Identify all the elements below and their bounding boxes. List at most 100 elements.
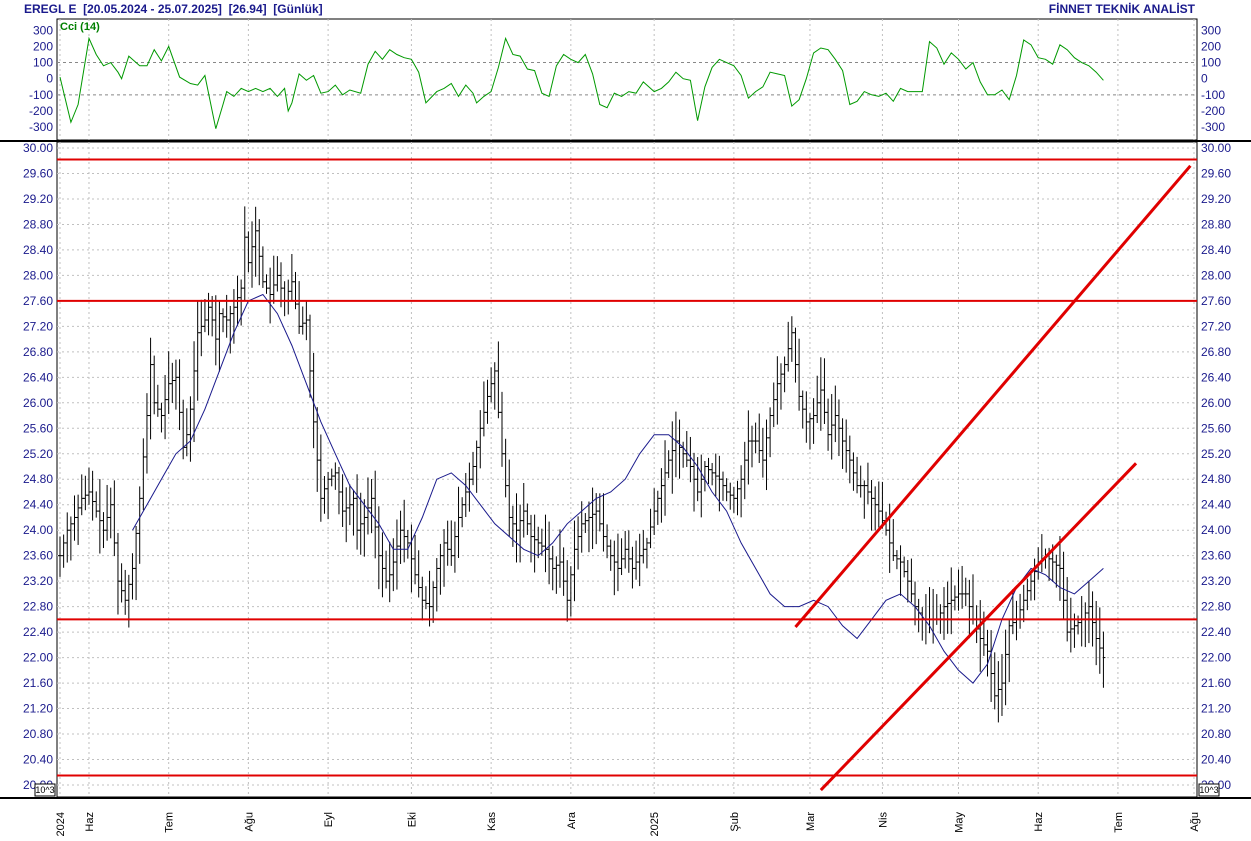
cci-tick-left: 0 xyxy=(46,72,53,86)
cci-tick-left: 100 xyxy=(33,56,53,70)
y-tick-label-left: 22.00 xyxy=(23,651,53,665)
y-tick-label-right: 24.40 xyxy=(1201,498,1231,512)
y-tick-label-left: 26.40 xyxy=(23,370,53,384)
y-tick-label-right: 27.60 xyxy=(1201,294,1231,308)
y-tick-label-right: 30.00 xyxy=(1201,141,1231,155)
y-tick-label-right: 22.00 xyxy=(1201,651,1231,665)
y-tick-label-right: 21.60 xyxy=(1201,676,1231,690)
y-tick-label-left: 22.80 xyxy=(23,600,53,614)
x-tick-label: Haz xyxy=(1033,812,1045,832)
cci-tick-right: 100 xyxy=(1201,56,1221,70)
y-tick-label-left: 23.60 xyxy=(23,549,53,563)
y-tick-label-right: 26.40 xyxy=(1201,370,1231,384)
y-tick-label-left: 21.60 xyxy=(23,676,53,690)
y-tick-label-left: 24.80 xyxy=(23,472,53,486)
x-tick-label: Eki xyxy=(406,812,418,827)
exponent-box xyxy=(34,783,56,797)
cci-line xyxy=(59,36,1104,129)
exponent-label: 10^3 xyxy=(35,785,54,795)
y-tick-label-right: 28.00 xyxy=(1201,268,1231,282)
grid-lines xyxy=(57,19,1197,797)
x-tick-label: Ara xyxy=(566,811,578,829)
cci-tick-right: -100 xyxy=(1201,88,1225,102)
y-tick-label-right: 23.20 xyxy=(1201,574,1231,588)
y-tick-label-left: 29.60 xyxy=(23,166,53,180)
y-tick-label-right: 29.20 xyxy=(1201,192,1231,206)
x-tick-label: Mar xyxy=(805,812,817,831)
y-tick-label-right: 20.40 xyxy=(1201,753,1231,767)
y-tick-label-left: 28.40 xyxy=(23,243,53,257)
x-tick-label: May xyxy=(954,812,966,833)
y-tick-label-right: 28.80 xyxy=(1201,217,1231,231)
axis-labels: 2024 Haz Tem Ağu Eyl Eki Kas Ara 2025 Şub Mar Nis Ma… xyxy=(23,23,1231,836)
cci-tick-right: 0 xyxy=(1201,72,1208,86)
y-tick-label-left: 30.00 xyxy=(23,141,53,155)
cci-label: Cci (14) xyxy=(60,21,100,33)
y-tick-label-right: 29.60 xyxy=(1201,166,1231,180)
cci-tick-right: 200 xyxy=(1201,39,1221,53)
y-tick-label-right: 26.80 xyxy=(1201,345,1231,359)
x-tick-label: Haz xyxy=(84,812,96,832)
y-tick-label-left: 29.20 xyxy=(23,192,53,206)
y-tick-label-left: 26.80 xyxy=(23,345,53,359)
y-tick-label-left: 25.20 xyxy=(23,447,53,461)
last-price: [26.94] xyxy=(228,2,267,16)
brand-label: FİNNET TEKNİK ANALİST xyxy=(1048,2,1195,16)
x-tick-label: Ağu xyxy=(243,812,255,832)
x-tick-label: 2025 xyxy=(649,812,661,836)
trend-line xyxy=(819,462,1138,792)
cci-tick-left: -100 xyxy=(29,88,53,102)
y-tick-label-right: 22.80 xyxy=(1201,600,1231,614)
cci-tick-left: -200 xyxy=(29,104,53,118)
y-tick-label-left: 27.60 xyxy=(23,294,53,308)
symbol: EREGL E xyxy=(24,2,77,16)
trend-line xyxy=(794,164,1192,628)
date-range: [20.05.2024 - 25.07.2025] xyxy=(83,2,222,16)
x-tick-label: Kas xyxy=(486,812,498,831)
y-tick-label-right: 25.20 xyxy=(1201,447,1231,461)
exponent-box xyxy=(1198,783,1220,797)
cci-frame xyxy=(56,18,1198,141)
moving-average-line xyxy=(132,293,1104,684)
x-tick-label: Ağu xyxy=(1189,812,1201,832)
x-tick-label: Nis xyxy=(877,812,889,828)
x-tick-label: 2024 xyxy=(55,812,67,836)
y-tick-label-right: 22.40 xyxy=(1201,625,1231,639)
y-tick-label-left: 25.60 xyxy=(23,421,53,435)
y-tick-label-left: 22.40 xyxy=(23,625,53,639)
y-tick-label-right: 27.20 xyxy=(1201,319,1231,333)
exponent-label: 10^3 xyxy=(1199,785,1218,795)
cci-tick-right: 300 xyxy=(1201,23,1221,37)
y-tick-label-left: 20.80 xyxy=(23,727,53,741)
y-tick-label-left: 23.20 xyxy=(23,574,53,588)
y-tick-label-right: 20.80 xyxy=(1201,727,1231,741)
y-tick-label-right: 25.60 xyxy=(1201,421,1231,435)
x-tick-label: Tem xyxy=(1113,812,1125,833)
y-tick-label-left: 20.40 xyxy=(23,753,53,767)
x-tick-label: Tem xyxy=(164,812,176,833)
y-tick-label-right: 28.40 xyxy=(1201,243,1231,257)
price-panel xyxy=(57,158,1197,792)
cci-tick-left: 200 xyxy=(33,39,53,53)
x-tick-label: Eyl xyxy=(323,812,335,827)
y-tick-label-left: 24.00 xyxy=(23,523,53,537)
chart-header-left: EREGL E [20.05.2024 - 25.07.2025] [26.94… xyxy=(24,2,323,16)
y-tick-label-left: 21.20 xyxy=(23,702,53,716)
y-tick-label-left: 24.40 xyxy=(23,498,53,512)
panel-frames xyxy=(0,18,1251,799)
y-tick-label-left: 28.80 xyxy=(23,217,53,231)
y-tick-label-left: 26.00 xyxy=(23,396,53,410)
y-tick-label-left: 28.00 xyxy=(23,268,53,282)
y-tick-label-right: 24.00 xyxy=(1201,523,1231,537)
period: [Günlük] xyxy=(273,2,323,16)
cci-tick-right: -200 xyxy=(1201,104,1225,118)
y-tick-label-right: 24.80 xyxy=(1201,472,1231,486)
cci-tick-left: 300 xyxy=(33,23,53,37)
y-tick-label-right: 23.60 xyxy=(1201,549,1231,563)
cci-tick-left: -300 xyxy=(29,120,53,134)
y-tick-label-left: 27.20 xyxy=(23,319,53,333)
price-frame xyxy=(56,141,1198,798)
y-tick-label-right: 21.20 xyxy=(1201,702,1231,716)
cci-panel: Cci (14) xyxy=(57,21,1197,129)
